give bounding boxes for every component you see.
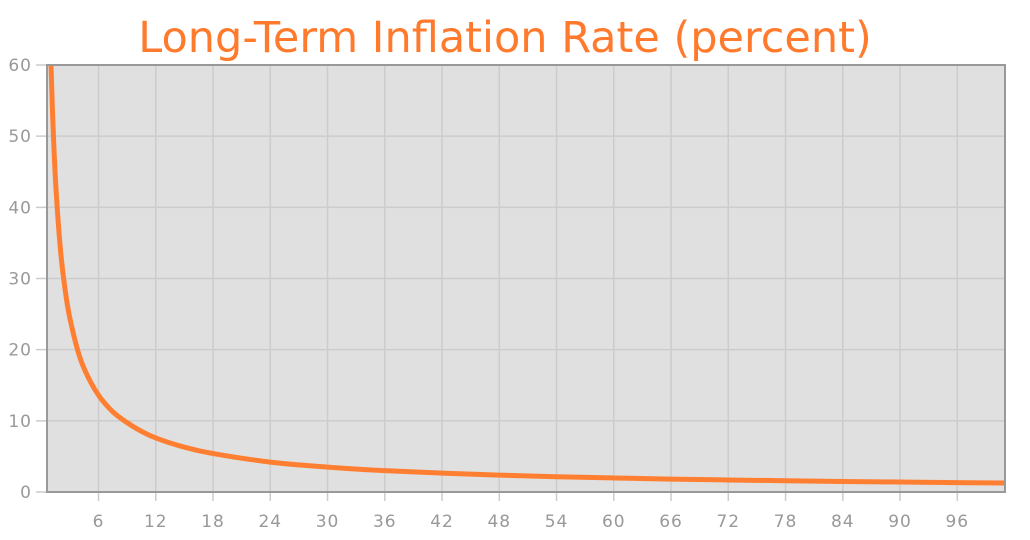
x-tick-label: 36 bbox=[373, 512, 397, 532]
x-tick-label: 78 bbox=[774, 512, 798, 532]
y-tick-label: 20 bbox=[8, 341, 32, 361]
x-tick-label: 42 bbox=[430, 512, 454, 532]
y-tick-label: 0 bbox=[20, 483, 32, 503]
chart-title: Long-Term Inflation Rate (percent) bbox=[138, 13, 871, 63]
x-tick-label: 96 bbox=[945, 512, 969, 532]
y-tick-label: 60 bbox=[8, 56, 32, 76]
x-tick-label: 90 bbox=[888, 512, 912, 532]
y-tick-label: 50 bbox=[8, 127, 32, 147]
x-tick-label: 60 bbox=[602, 512, 626, 532]
x-tick-label: 72 bbox=[716, 512, 740, 532]
y-tick-label: 40 bbox=[8, 198, 32, 218]
x-tick-label: 54 bbox=[545, 512, 569, 532]
x-tick-label: 48 bbox=[487, 512, 511, 532]
y-tick-label: 10 bbox=[8, 412, 32, 432]
x-tick-label: 18 bbox=[201, 512, 225, 532]
plot-border bbox=[46, 64, 1006, 493]
x-tick-label: 12 bbox=[144, 512, 168, 532]
x-tick-label: 24 bbox=[258, 512, 282, 532]
x-tick-label: 30 bbox=[316, 512, 340, 532]
x-tick-label: 6 bbox=[93, 512, 105, 532]
series-line bbox=[48, 65, 1005, 486]
y-tick-label: 30 bbox=[8, 270, 32, 290]
x-tick-label: 84 bbox=[831, 512, 855, 532]
x-tick-label: 66 bbox=[659, 512, 683, 532]
